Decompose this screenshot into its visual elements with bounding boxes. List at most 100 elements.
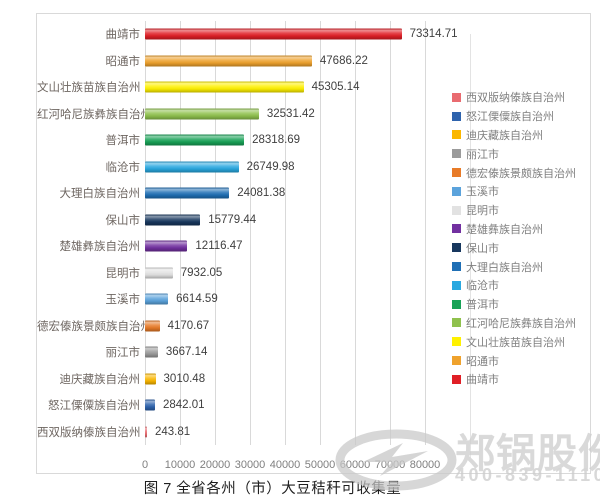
bar-row: 大理白族自治州 24081.38 [37, 180, 600, 207]
bar-row: 楚雄彝族自治州 12116.47 [37, 233, 600, 260]
bar-row: 德宏傣族景颇族自治州 4170.67 [37, 313, 600, 340]
x-axis-tick-label: 50000 [304, 459, 336, 471]
legend-label: 曲靖市 [466, 374, 499, 387]
legend-label: 文山壮族苗族自治州 [466, 336, 565, 349]
category-label: 西双版纳傣族自治州 [37, 426, 141, 439]
value-label: 26749.98 [246, 160, 295, 173]
legend-item: 曲靖市 [452, 370, 576, 389]
data-bar [145, 426, 147, 438]
category-label: 楚雄彝族自治州 [59, 241, 141, 254]
data-bar [145, 161, 239, 173]
data-bar [145, 320, 160, 332]
value-label: 45305.14 [311, 81, 360, 94]
bar-row: 玉溪市 6614.59 [37, 286, 600, 313]
legend-item: 楚雄彝族自治州 [452, 220, 576, 239]
legend-label: 丽江市 [466, 148, 499, 161]
bar-row: 红河哈尼族彝族自治州 32531.42 [37, 101, 600, 128]
data-bar [145, 346, 158, 358]
legend-swatch-icon [452, 149, 461, 159]
legend-label: 怒江傈僳族自治州 [466, 111, 554, 124]
legend-swatch-icon [452, 92, 461, 102]
value-label: 28318.69 [252, 134, 301, 147]
figure-caption: 图 7 全省各州（市）大豆秸秆可收集量 [143, 481, 402, 497]
legend-item: 临沧市 [452, 276, 576, 295]
x-axis-tick-label: 80000 [409, 459, 441, 471]
legend-swatch-icon [452, 243, 461, 253]
bar-row: 临沧市 26749.98 [37, 154, 600, 181]
legend-swatch-icon [452, 224, 461, 234]
bar-row: 曲靖市 73314.71 [37, 21, 600, 48]
legend-item: 迪庆藏族自治州 [452, 126, 576, 145]
value-label: 243.81 [155, 425, 191, 438]
legend-swatch-icon [452, 205, 461, 215]
gridline-30000 [250, 21, 251, 445]
gridline-60000 [355, 21, 356, 445]
legend-label: 楚雄彝族自治州 [466, 223, 543, 236]
x-axis-tick-label: 0 [141, 459, 149, 471]
category-label: 丽江市 [105, 347, 141, 360]
data-bar [145, 399, 155, 411]
bar-row: 昆明市 7932.05 [37, 260, 600, 287]
data-bar [145, 108, 259, 120]
legend-item: 大理白族自治州 [452, 257, 576, 276]
bar-row: 普洱市 28318.69 [37, 127, 600, 154]
legend-swatch-icon [452, 111, 461, 121]
value-label: 3010.48 [163, 372, 206, 385]
category-label: 红河哈尼族彝族自治州 [37, 108, 152, 121]
category-label: 保山市 [105, 214, 141, 227]
legend-item: 西双版纳傣族自治州 [452, 88, 576, 107]
value-label: 2842.01 [162, 399, 205, 412]
legend-label: 红河哈尼族彝族自治州 [466, 317, 576, 330]
legend-label: 大理白族自治州 [466, 261, 543, 274]
legend-item: 丽江市 [452, 144, 576, 163]
value-label: 7932.05 [180, 266, 223, 279]
gridline-70000 [390, 21, 391, 445]
legend-swatch-icon [452, 186, 461, 196]
bar-row: 怒江傈僳族自治州 2842.01 [37, 392, 600, 419]
value-label: 24081.38 [237, 187, 286, 200]
value-label: 3667.14 [165, 346, 208, 359]
gridline-0 [145, 21, 146, 445]
legend-swatch-icon [452, 337, 461, 347]
category-label: 普洱市 [105, 135, 141, 148]
value-label: 6614.59 [176, 293, 218, 306]
legend-item: 普洱市 [452, 295, 576, 314]
category-label: 怒江傈僳族自治州 [48, 400, 140, 413]
value-label: 12116.47 [195, 240, 243, 253]
category-label: 迪庆藏族自治州 [59, 373, 141, 386]
legend-label: 昭通市 [466, 355, 499, 368]
x-axis-tick-label: 10000 [164, 459, 196, 471]
legend-swatch-icon [452, 130, 461, 140]
legend-item: 红河哈尼族彝族自治州 [452, 314, 576, 333]
gridline-40000 [285, 21, 286, 445]
gridline-50000 [320, 21, 321, 445]
legend-swatch-icon [452, 299, 461, 309]
gridline-80000 [425, 21, 426, 445]
legend-label: 迪庆藏族自治州 [466, 129, 543, 142]
category-label: 昭通市 [105, 55, 141, 68]
legend-label: 普洱市 [466, 299, 499, 312]
bar-row: 丽江市 3667.14 [37, 339, 600, 366]
category-label: 文山壮族苗族自治州 [37, 82, 141, 95]
legend-swatch-icon [452, 280, 461, 290]
legend-item: 昭通市 [452, 351, 576, 370]
bar-row: 迪庆藏族自治州 3010.48 [37, 366, 600, 393]
legend-label: 德宏傣族景颇族自治州 [466, 167, 576, 180]
legend-label: 保山市 [466, 242, 499, 255]
plot-right-border [470, 34, 471, 458]
bar-row: 保山市 15779.44 [37, 207, 600, 234]
data-bar [145, 81, 304, 93]
bar-row: 文山壮族苗族自治州 45305.14 [37, 74, 600, 101]
legend-item: 怒江傈僳族自治州 [452, 107, 576, 126]
category-label: 昆明市 [105, 267, 141, 280]
data-bar [145, 28, 402, 40]
legend-swatch-icon [452, 374, 461, 384]
data-bar [145, 187, 230, 199]
data-bar [145, 240, 188, 252]
legend-swatch-icon [452, 318, 461, 328]
data-bar [145, 293, 169, 305]
legend-item: 保山市 [452, 238, 576, 257]
gridline-10000 [180, 21, 181, 445]
chart-legend: 西双版纳傣族自治州 怒江傈僳族自治州 迪庆藏族自治州 丽江市 德宏傣族景颇族自治州 玉溪市… [452, 88, 576, 389]
